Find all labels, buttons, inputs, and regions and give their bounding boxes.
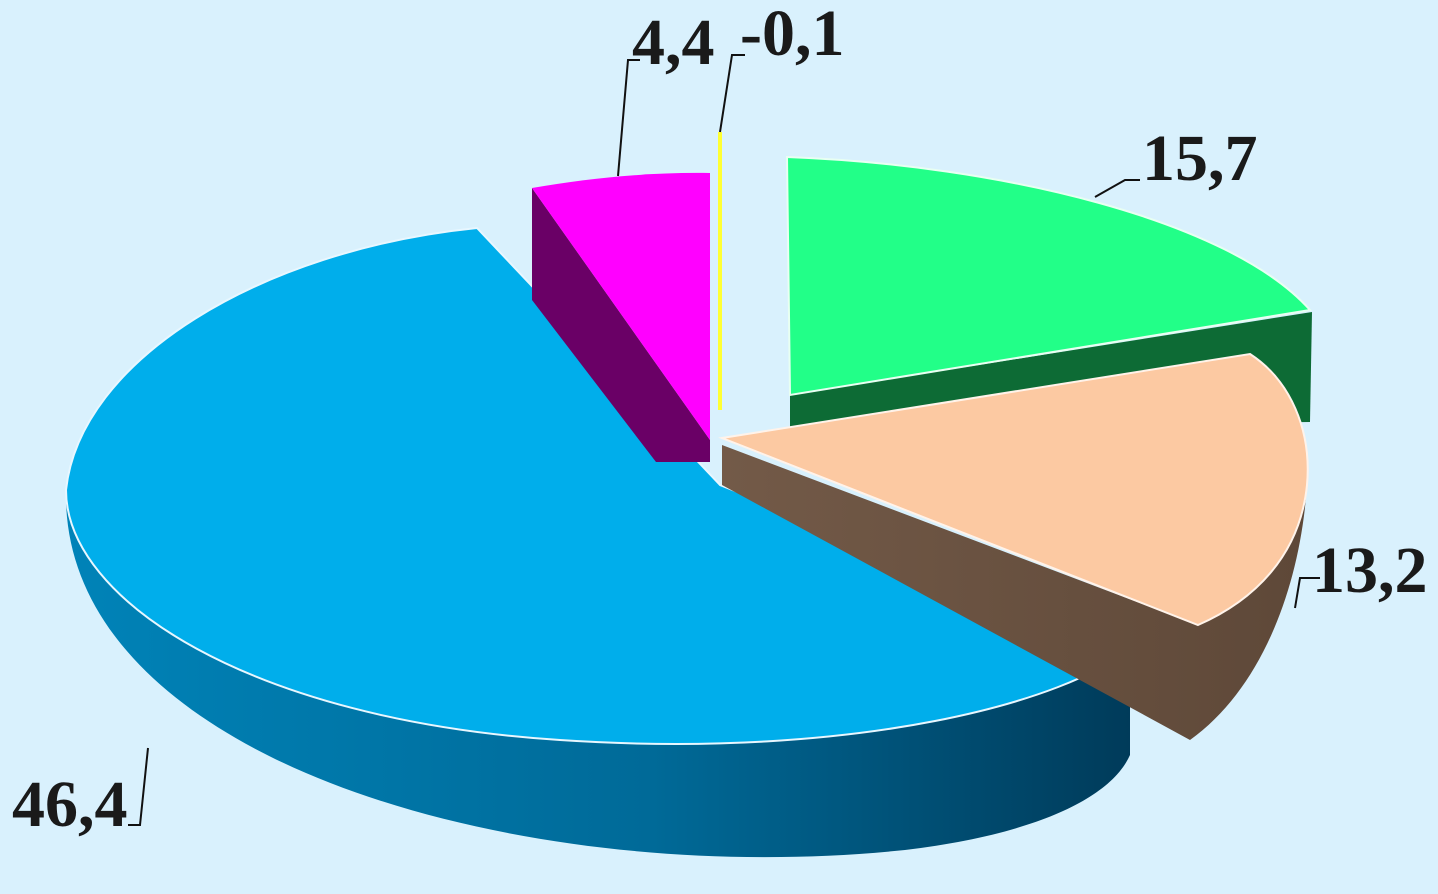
slice-top-15-7 — [785, 155, 1312, 397]
slice-side-46-4 — [65, 490, 1131, 858]
slice-top-4-4 — [532, 172, 710, 441]
leader-line-15-7 — [1094, 179, 1140, 198]
slice-top-46-4 — [64, 226, 1132, 745]
data-label-15-7: 15,7 — [1142, 122, 1258, 195]
slice-side-13-2 — [722, 445, 1307, 740]
data-label-4-4: 4,4 — [632, 6, 715, 79]
slice-top-13-2 — [718, 352, 1309, 627]
leader-line-46-4 — [128, 747, 149, 826]
data-label-13-2: 13,2 — [1312, 534, 1428, 607]
data-label-minus-0-1: -0,1 — [740, 0, 844, 70]
leader-line-4-4 — [617, 59, 640, 177]
data-label-46-4: 46,4 — [12, 768, 128, 841]
leader-line-minus-0-1 — [719, 54, 745, 133]
slice-side-4-4 — [532, 188, 710, 462]
leader-line-13-2 — [1294, 577, 1320, 609]
slice-top-minus-0-1 — [718, 132, 722, 410]
